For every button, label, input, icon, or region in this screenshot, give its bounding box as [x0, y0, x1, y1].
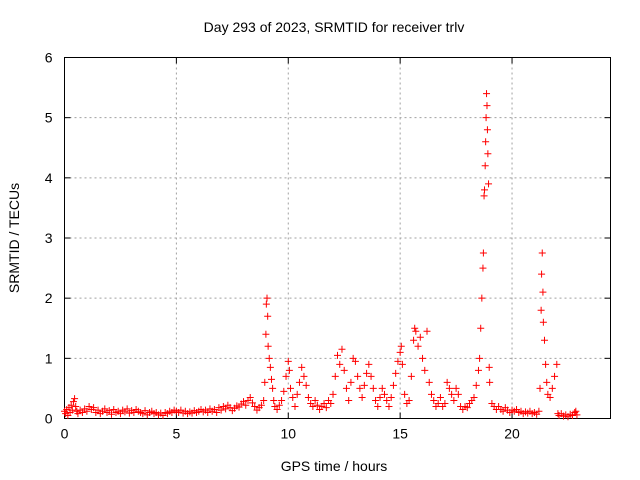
y-tick-label: 3 [45, 230, 53, 246]
series-markers [61, 90, 581, 421]
data-points [61, 90, 581, 421]
x-tick-label: 5 [172, 426, 180, 442]
grid [64, 57, 611, 419]
y-tick-label: 5 [45, 110, 53, 126]
x-tick-label: 10 [280, 426, 296, 442]
y-tick-label: 2 [45, 290, 53, 306]
y-tick-label: 4 [45, 170, 53, 186]
x-tick-label: 15 [392, 426, 408, 442]
chart-title: Day 293 of 2023, SRMTID for receiver trl… [204, 19, 465, 35]
x-tick-label: 0 [61, 426, 69, 442]
y-tick-label: 1 [45, 350, 53, 366]
x-tick-label: 20 [504, 426, 520, 442]
x-axis-label: GPS time / hours [281, 458, 388, 474]
y-axis-label: SRMTID / TECUs [6, 183, 22, 293]
y-tick-label: 0 [45, 411, 53, 427]
y-tick-label: 6 [45, 50, 53, 66]
axis-ticks: 0 5 10 15 20 0 1 2 3 4 5 6 [45, 50, 611, 442]
